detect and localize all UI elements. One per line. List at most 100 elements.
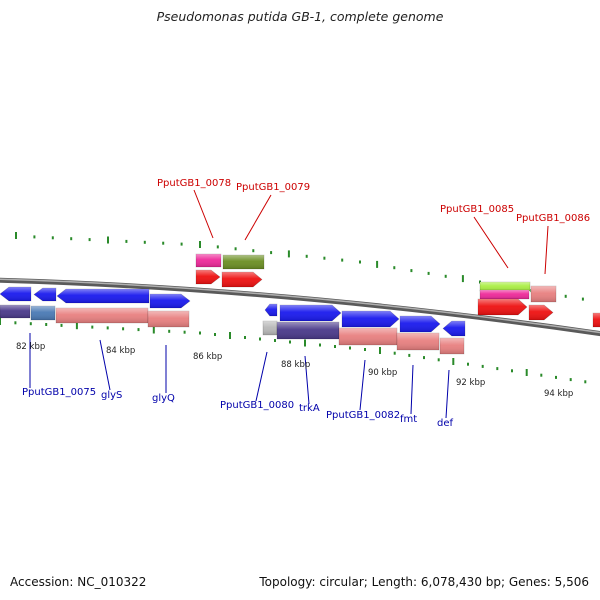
cds-fmt-arrow-gloss (400, 316, 440, 332)
feature-track (0, 253, 600, 355)
minor-tick (289, 340, 291, 344)
leader-line-bottom (304, 355, 310, 405)
minor-tick (540, 373, 543, 377)
minor-tick (60, 323, 63, 327)
cds-trka-arrow (279, 304, 342, 322)
leader-line-top (473, 216, 509, 269)
leader-line-top (193, 189, 214, 239)
label-leader-lines (29, 189, 549, 419)
gene-0086-box-gloss (531, 286, 556, 302)
minor-tick (183, 330, 186, 334)
major-tick (376, 260, 379, 268)
minor-tick (496, 367, 499, 371)
major-tick (287, 250, 290, 258)
major-tick (304, 339, 306, 347)
gene-0079-box (222, 254, 265, 270)
genome-backbone (0, 277, 600, 337)
minor-tick (14, 321, 17, 325)
gene-trka-box (276, 321, 340, 340)
gene-0078-box-gloss (196, 254, 221, 267)
major-tick (0, 318, 1, 325)
major-tick (452, 358, 455, 365)
leader-line-top (544, 225, 549, 275)
minor-tick (319, 343, 321, 347)
gene-0078-box (195, 253, 222, 268)
gene-0085-lime-box-gloss (480, 282, 530, 291)
cds-0086-arrow-gloss (529, 305, 553, 320)
gene-0082-box (338, 327, 398, 346)
minor-tick (70, 237, 73, 241)
gene-label-top: PputGB1_0085 (440, 204, 514, 215)
leader-line-bottom (410, 364, 414, 415)
cds-0085-arrow-gloss (478, 299, 527, 315)
scale-label: 88 kbp (281, 360, 310, 370)
major-tick (107, 236, 109, 244)
cds-0075-arrow-gloss (0, 287, 31, 301)
minor-tick (91, 325, 94, 329)
major-tick (379, 347, 381, 354)
minor-tick (122, 327, 125, 331)
minor-tick (323, 256, 326, 260)
minor-tick (511, 369, 513, 373)
minor-tick (349, 346, 351, 350)
minor-tick (33, 235, 36, 239)
leader-line-top (244, 194, 272, 241)
minor-tick (423, 356, 425, 360)
minor-tick (199, 331, 201, 335)
cds-0082-arrow-gloss (342, 311, 399, 327)
gene-def-box (439, 337, 465, 355)
cds-0080-arrow-gloss (265, 304, 277, 316)
gene-0085-lime-box (479, 281, 531, 292)
backbone-highlight (0, 278, 600, 334)
gene-glyq-box (55, 307, 149, 324)
gene-0082-box-gloss (339, 328, 397, 345)
gene-0085-box (479, 289, 530, 300)
gene-glyq-box-gloss (56, 308, 148, 323)
cds-glyq-arrow-gloss (57, 289, 149, 303)
cds-glyq2-arrow-gloss (150, 294, 190, 308)
accession-label: Accession: NC_010322 (10, 575, 147, 589)
cds-0075-arrow (0, 286, 32, 302)
leader-line-bottom (255, 351, 268, 402)
minor-tick (393, 351, 396, 355)
scale-label: 90 kbp (368, 368, 397, 378)
map-title: Pseudomonas putida GB-1, complete genome (156, 9, 444, 24)
gene-label-bottom: trkA (299, 403, 320, 414)
minor-tick (364, 348, 366, 351)
cds-glys-arrow-gloss (34, 288, 56, 301)
minor-tick (234, 247, 237, 251)
minor-tick (162, 241, 165, 245)
cds-0079-arrow-gloss (222, 272, 262, 287)
minor-tick (244, 336, 246, 339)
minor-tick (481, 364, 484, 368)
gene-label-top: PputGB1_0086 (516, 213, 590, 224)
gene-0080-box (262, 320, 278, 336)
cds-edge-arrow (592, 312, 600, 328)
minor-tick (564, 294, 567, 298)
minor-tick (137, 328, 140, 332)
gene-label-bottom: PputGB1_0080 (220, 400, 294, 411)
gene-label-bottom: glyQ (152, 393, 175, 404)
backbone-line (0, 277, 600, 337)
gene-label-bottom: glyS (101, 390, 122, 401)
cds-0079-arrow (221, 271, 263, 288)
minor-tick (584, 380, 587, 384)
cds-edge-arrow-gloss (593, 313, 600, 327)
cds-fmt-arrow (399, 315, 441, 333)
major-tick (152, 326, 155, 334)
cds-glyq2-arrow (149, 293, 191, 309)
cds-0082-arrow (341, 310, 400, 328)
major-tick (199, 241, 201, 248)
minor-tick (569, 378, 572, 382)
gene-0079-box-gloss (223, 255, 264, 269)
gene-0075-box-gloss (0, 305, 30, 318)
gene-labels: 82 kbp 84 kbp 86 kbp 88 kbp 90 kbp 92 kbp 94 k… (16, 178, 590, 429)
gene-label-top: PputGB1_0078 (157, 178, 231, 189)
scale-label: 86 kbp (193, 352, 222, 362)
gene-fmt-box (396, 332, 440, 351)
gene-label-bottom: def (437, 418, 454, 429)
gene-glyq2-box-gloss (148, 311, 189, 327)
gene-def-box-gloss (440, 338, 464, 354)
inner-tick-track (0, 318, 587, 384)
